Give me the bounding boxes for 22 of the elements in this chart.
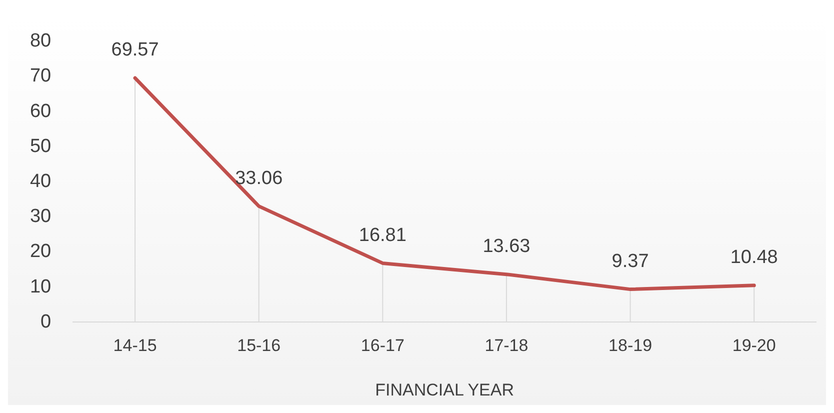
- y-tick-label: 0: [40, 311, 52, 332]
- x-tick-label: 17-18: [484, 336, 528, 356]
- y-tick-label: 30: [30, 206, 52, 228]
- y-tick-label: 20: [30, 241, 52, 262]
- data-label: 10.48: [730, 247, 778, 268]
- x-tick-label: 15-16: [237, 336, 281, 356]
- data-label: 69.57: [111, 40, 159, 61]
- x-axis-title: FINANCIAL YEAR: [375, 380, 514, 400]
- x-tick-label: 14-15: [113, 336, 157, 356]
- x-tick-label: 19-20: [732, 336, 776, 356]
- y-tick-label: 50: [30, 136, 52, 157]
- y-tick-label: 70: [30, 66, 52, 87]
- x-tick-label: 16-17: [360, 336, 404, 356]
- data-label: 16.81: [358, 224, 406, 246]
- x-tick-label: 18-19: [608, 336, 652, 356]
- data-label: 9.37: [612, 251, 649, 272]
- data-label: 13.63: [482, 236, 530, 258]
- data-label: 33.06: [235, 168, 283, 189]
- y-tick-label: 10: [30, 276, 52, 298]
- y-tick-label: 80: [30, 30, 52, 52]
- y-tick-label: 40: [30, 171, 52, 192]
- y-tick-label: 60: [30, 100, 52, 122]
